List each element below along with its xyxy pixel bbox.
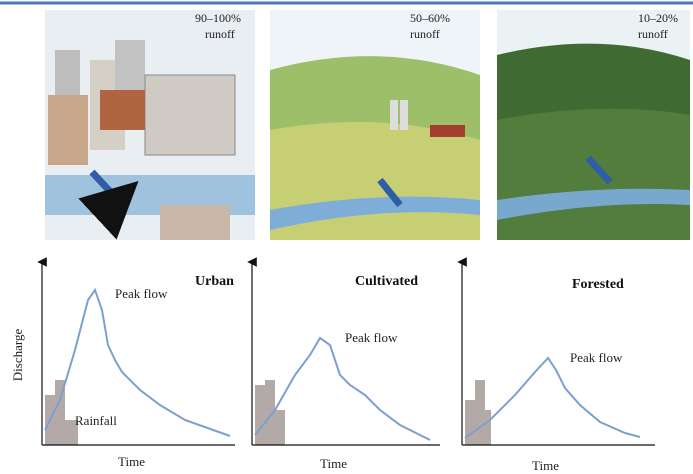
graph-title: Forested — [572, 277, 624, 292]
urban-graph: Urban Peak flow Rainfall Time — [42, 262, 235, 469]
peak-label: Peak flow — [345, 330, 398, 345]
cultivated-scene — [270, 10, 480, 240]
runoff-label: runoff — [410, 27, 440, 41]
x-axis-label: Time — [118, 454, 145, 469]
forested-scene — [497, 10, 690, 240]
x-axis-label: Time — [320, 456, 347, 471]
runoff-label: runoff — [638, 27, 668, 41]
x-axis-label: Time — [532, 458, 559, 473]
graph-title: Cultivated — [355, 274, 418, 289]
runoff-pct: 10–20% — [638, 11, 678, 25]
peak-label: Peak flow — [115, 286, 168, 301]
y-axis-label: Discharge — [10, 329, 25, 382]
runoff-label: runoff — [205, 27, 235, 41]
runoff-pct: 90–100% — [195, 11, 241, 25]
runoff-pct: 50–60% — [410, 11, 450, 25]
forested-graph: Forested Peak flow Time — [462, 262, 655, 473]
peak-label: Peak flow — [570, 350, 623, 365]
cultivated-graph: Cultivated Peak flow Time — [252, 262, 440, 471]
figure: 90–100% runoff 50–60% runoff 10–20% runo… — [0, 0, 693, 474]
urban-scene — [45, 10, 255, 240]
graph-title: Urban — [195, 274, 234, 289]
rainfall-label: Rainfall — [75, 413, 117, 428]
